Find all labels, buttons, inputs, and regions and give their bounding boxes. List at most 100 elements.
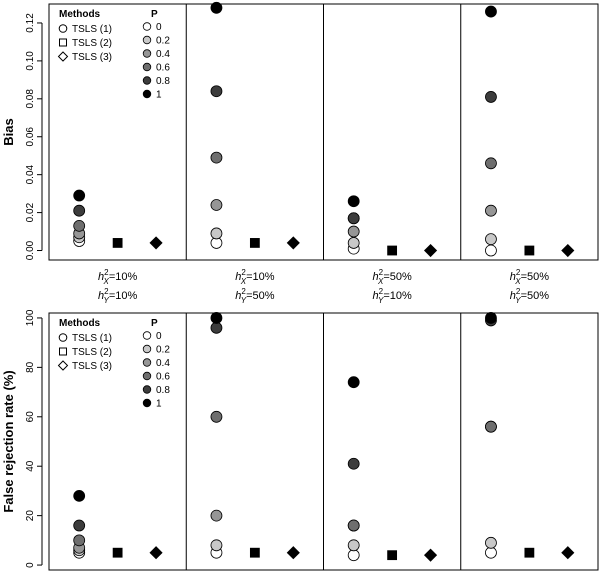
superscript: 2	[241, 268, 246, 277]
group-label-x: h2 X=50%	[510, 268, 550, 286]
y-tick-label: 100	[25, 309, 36, 326]
legend-method-label: TSLS (3)	[72, 52, 112, 63]
legend-p-label: 0	[156, 22, 162, 33]
y-tick-label: 20	[25, 510, 36, 522]
h-symbol: h	[98, 271, 104, 283]
legend-p-label: 0	[156, 331, 162, 342]
legend-p-swatch	[142, 89, 152, 99]
legend-p-swatch	[142, 76, 152, 85]
legend-diamond-icon	[57, 51, 69, 62]
data-point-tsls1	[485, 204, 497, 217]
group-label-y: h2 Y=50%	[510, 287, 550, 305]
superscript: 2	[379, 268, 384, 277]
y-tick-label: 0.08	[25, 89, 36, 109]
data-point-tsls2	[249, 547, 260, 558]
group-labels: h2 X=10%h2 Y=10%h2 X=10%h2 Y=50%h2 X=50%h2 Y=1…	[98, 268, 549, 305]
superscript: 2	[379, 287, 384, 296]
subscript: Y	[378, 296, 384, 305]
group-label-y: h2 Y=10%	[98, 287, 138, 305]
legend: Methods TSLS (1) TSLS (2) TSLS (3) P 0 0.2 0.4 0…	[57, 318, 170, 410]
group-label-y: h2 Y=50%	[235, 287, 275, 305]
legend-p-title: P	[151, 9, 158, 20]
legend-p-swatch	[142, 385, 152, 394]
legend-p-swatch	[142, 35, 152, 45]
legend-methods-title: Methods	[59, 318, 101, 329]
y-tick-label: 40	[25, 460, 36, 472]
h-symbol: h	[98, 290, 104, 302]
data-point-tsls1	[73, 204, 86, 217]
data-point-tsls1	[485, 157, 497, 170]
legend-method-label: TSLS (3)	[72, 361, 112, 372]
data-point-tsls1	[485, 546, 497, 559]
legend-circle-icon	[58, 24, 68, 33]
legend-p-swatch	[142, 62, 152, 72]
data-point-tsls1	[73, 189, 86, 202]
data-point-tsls1	[210, 199, 223, 211]
data-point-tsls1	[73, 519, 86, 532]
h-symbol: h	[235, 290, 241, 302]
data-point-tsls3	[561, 546, 575, 560]
superscript: 2	[516, 287, 521, 296]
legend-p-swatch	[142, 398, 152, 408]
legend-p-label: 0.2	[156, 36, 170, 47]
h-symbol: h	[510, 290, 516, 302]
y-tick-label: 60	[25, 411, 36, 423]
data-point-tsls1	[485, 312, 497, 324]
data-point-tsls1	[73, 534, 86, 547]
y-tick-label: 0.10	[25, 51, 36, 71]
subscript: Y	[241, 296, 247, 305]
legend-method-label: TSLS (2)	[72, 347, 112, 358]
y-tick-label: 0.04	[25, 164, 36, 184]
subscript: Y	[515, 296, 521, 305]
data-point-tsls1	[210, 321, 223, 334]
legend-p-label: 0.8	[156, 385, 170, 396]
legend-square-icon	[59, 38, 67, 47]
legend-p-label: 0.6	[156, 372, 170, 383]
data-point-tsls1	[210, 151, 223, 164]
legend-p-label: 0.4	[156, 49, 170, 60]
h-symbol: h	[372, 290, 378, 302]
group-label-y: h2 Y=10%	[372, 287, 412, 305]
legend-square-icon	[59, 347, 67, 356]
data-point-tsls3	[149, 236, 163, 250]
group-value: =10%	[246, 271, 275, 283]
legend-p-label: 1	[156, 399, 162, 410]
data-point-tsls1	[485, 233, 497, 246]
data-point-tsls3	[149, 546, 163, 560]
legend-p-label: 0.8	[156, 76, 170, 87]
group-label-x: h2 X=50%	[372, 268, 412, 286]
data-point-tsls1	[347, 212, 360, 225]
legend-circle-icon	[58, 333, 68, 342]
data-point-tsls1	[210, 539, 223, 552]
legend-p-label: 0.6	[156, 63, 170, 74]
data-point-tsls1	[485, 5, 497, 18]
h-symbol: h	[372, 271, 378, 283]
legend-p-label: 1	[156, 90, 162, 101]
legend: Methods TSLS (1) TSLS (2) TSLS (3) P 0 0.2 0.4 0…	[57, 9, 170, 101]
superscript: 2	[516, 268, 521, 277]
legend-p-swatch	[142, 371, 152, 381]
data-point-tsls1	[485, 536, 497, 549]
y-tick-label: 80	[25, 361, 36, 373]
data-point-tsls2	[249, 238, 260, 248]
legend-diamond-icon	[57, 360, 69, 371]
group-label-x: h2 X=10%	[98, 268, 138, 286]
legend-p-title: P	[151, 318, 158, 329]
data-point-tsls2	[112, 238, 123, 248]
bias-panel: 0.00 0.02 0.04 0.06 0.08 0.10 0.12 Bias Methods T…	[1, 1, 599, 261]
data-point-tsls1	[485, 91, 497, 103]
data-point-tsls1	[347, 549, 360, 562]
data-point-tsls1	[73, 219, 86, 232]
superscript: 2	[104, 287, 109, 296]
legend-p-swatch	[142, 331, 152, 340]
h-symbol: h	[510, 271, 516, 283]
superscript: 2	[241, 287, 246, 296]
legend-p-swatch	[142, 22, 152, 31]
legend-p-swatch	[142, 344, 152, 354]
subscript: X	[103, 277, 110, 286]
data-point-tsls3	[561, 243, 575, 258]
group-value: =10%	[383, 290, 412, 302]
data-point-tsls1	[347, 539, 360, 552]
data-point-tsls1	[210, 312, 223, 324]
